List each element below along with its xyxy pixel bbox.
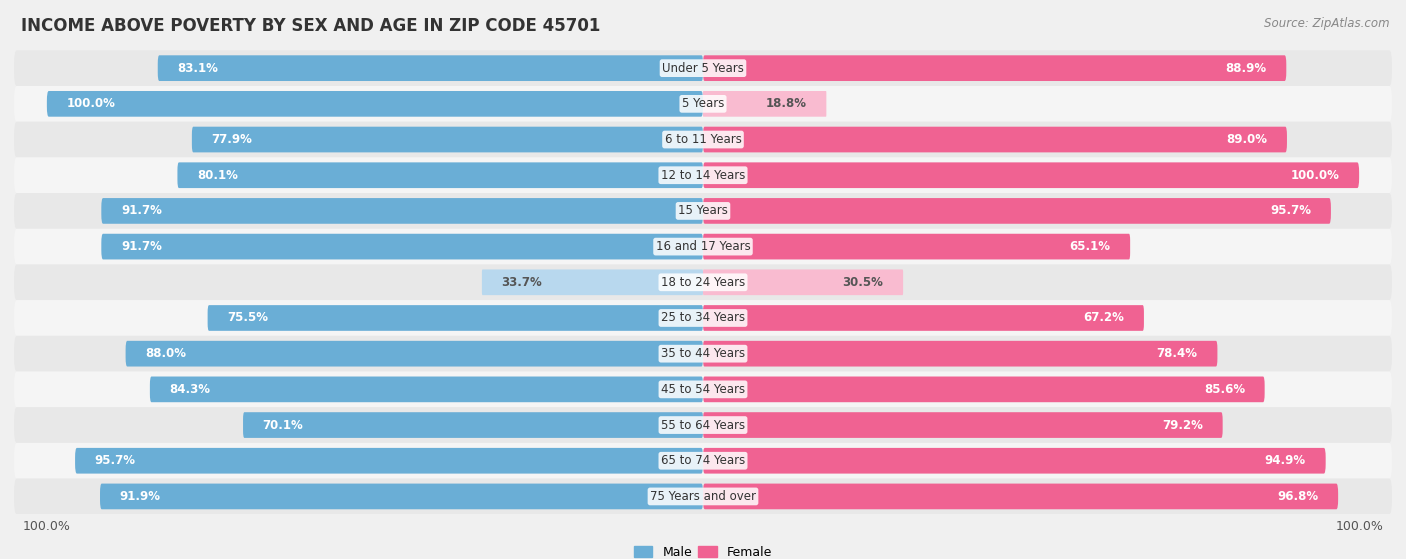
Text: 80.1%: 80.1% [197, 169, 238, 182]
Text: 84.3%: 84.3% [170, 383, 211, 396]
FancyBboxPatch shape [703, 162, 1360, 188]
FancyBboxPatch shape [14, 479, 1392, 514]
FancyBboxPatch shape [703, 377, 1264, 402]
FancyBboxPatch shape [75, 448, 703, 473]
Text: 67.2%: 67.2% [1084, 311, 1125, 324]
FancyBboxPatch shape [100, 484, 703, 509]
Text: 70.1%: 70.1% [263, 419, 304, 432]
Text: 12 to 14 Years: 12 to 14 Years [661, 169, 745, 182]
Text: 75.5%: 75.5% [228, 311, 269, 324]
Text: 100.0%: 100.0% [66, 97, 115, 110]
Text: 55 to 64 Years: 55 to 64 Years [661, 419, 745, 432]
Text: 35 to 44 Years: 35 to 44 Years [661, 347, 745, 360]
Text: 45 to 54 Years: 45 to 54 Years [661, 383, 745, 396]
FancyBboxPatch shape [191, 127, 703, 153]
FancyBboxPatch shape [150, 377, 703, 402]
FancyBboxPatch shape [14, 264, 1392, 300]
FancyBboxPatch shape [703, 484, 1339, 509]
FancyBboxPatch shape [125, 341, 703, 367]
FancyBboxPatch shape [14, 50, 1392, 86]
Legend: Male, Female: Male, Female [628, 541, 778, 559]
Text: 85.6%: 85.6% [1204, 383, 1244, 396]
Text: INCOME ABOVE POVERTY BY SEX AND AGE IN ZIP CODE 45701: INCOME ABOVE POVERTY BY SEX AND AGE IN Z… [21, 17, 600, 35]
FancyBboxPatch shape [14, 229, 1392, 264]
FancyBboxPatch shape [46, 91, 703, 117]
Text: 6 to 11 Years: 6 to 11 Years [665, 133, 741, 146]
Text: 91.7%: 91.7% [121, 205, 162, 217]
Text: Under 5 Years: Under 5 Years [662, 61, 744, 75]
Text: 100.0%: 100.0% [1291, 169, 1340, 182]
FancyBboxPatch shape [703, 127, 1286, 153]
Text: 91.9%: 91.9% [120, 490, 160, 503]
FancyBboxPatch shape [703, 198, 1331, 224]
FancyBboxPatch shape [703, 234, 1130, 259]
Text: 94.9%: 94.9% [1265, 454, 1306, 467]
Text: 95.7%: 95.7% [1270, 205, 1312, 217]
FancyBboxPatch shape [208, 305, 703, 331]
FancyBboxPatch shape [243, 412, 703, 438]
FancyBboxPatch shape [14, 158, 1392, 193]
Text: 88.0%: 88.0% [145, 347, 186, 360]
Text: 65 to 74 Years: 65 to 74 Years [661, 454, 745, 467]
Text: 18.8%: 18.8% [766, 97, 807, 110]
Text: 79.2%: 79.2% [1163, 419, 1204, 432]
Text: 96.8%: 96.8% [1277, 490, 1319, 503]
FancyBboxPatch shape [177, 162, 703, 188]
Text: 15 Years: 15 Years [678, 205, 728, 217]
FancyBboxPatch shape [703, 305, 1144, 331]
Text: 25 to 34 Years: 25 to 34 Years [661, 311, 745, 324]
Text: 75 Years and over: 75 Years and over [650, 490, 756, 503]
Text: 91.7%: 91.7% [121, 240, 162, 253]
Text: 95.7%: 95.7% [94, 454, 136, 467]
FancyBboxPatch shape [703, 269, 903, 295]
Text: 30.5%: 30.5% [842, 276, 883, 289]
Text: Source: ZipAtlas.com: Source: ZipAtlas.com [1264, 17, 1389, 30]
FancyBboxPatch shape [14, 372, 1392, 407]
FancyBboxPatch shape [157, 55, 703, 81]
FancyBboxPatch shape [14, 407, 1392, 443]
FancyBboxPatch shape [14, 336, 1392, 372]
FancyBboxPatch shape [14, 443, 1392, 479]
FancyBboxPatch shape [14, 300, 1392, 336]
FancyBboxPatch shape [703, 91, 827, 117]
Text: 89.0%: 89.0% [1226, 133, 1267, 146]
FancyBboxPatch shape [703, 412, 1223, 438]
Text: 77.9%: 77.9% [211, 133, 253, 146]
Text: 5 Years: 5 Years [682, 97, 724, 110]
Text: 83.1%: 83.1% [177, 61, 218, 75]
FancyBboxPatch shape [703, 341, 1218, 367]
FancyBboxPatch shape [101, 198, 703, 224]
Text: 88.9%: 88.9% [1226, 61, 1267, 75]
Text: 65.1%: 65.1% [1070, 240, 1111, 253]
FancyBboxPatch shape [14, 193, 1392, 229]
FancyBboxPatch shape [703, 55, 1286, 81]
Text: 16 and 17 Years: 16 and 17 Years [655, 240, 751, 253]
FancyBboxPatch shape [703, 448, 1326, 473]
FancyBboxPatch shape [14, 122, 1392, 158]
FancyBboxPatch shape [482, 269, 703, 295]
FancyBboxPatch shape [14, 86, 1392, 122]
FancyBboxPatch shape [101, 234, 703, 259]
Text: 78.4%: 78.4% [1157, 347, 1198, 360]
Text: 18 to 24 Years: 18 to 24 Years [661, 276, 745, 289]
Text: 33.7%: 33.7% [502, 276, 543, 289]
